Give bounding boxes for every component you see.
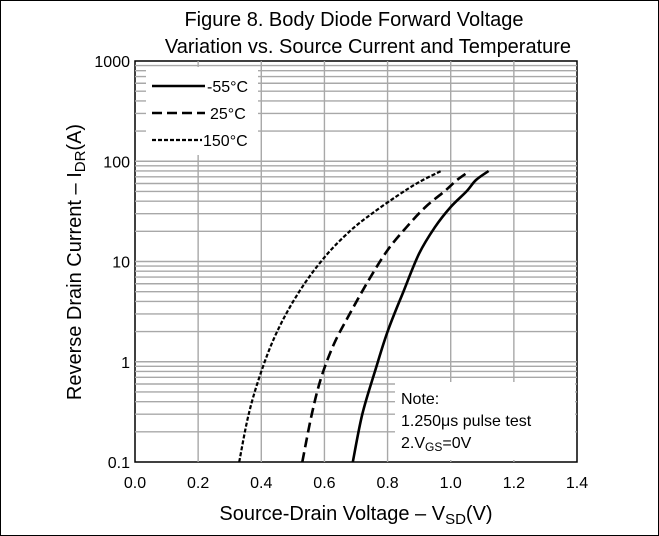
series-line-2 xyxy=(238,170,442,463)
x-axis-label-main: Source-Drain Voltage – V xyxy=(219,503,445,525)
legend: -55°C 25°C 150°C xyxy=(146,67,258,155)
y-axis-label-tail: (A) xyxy=(64,124,86,151)
x-tick-label: 1.0 xyxy=(440,475,462,492)
chart-title-line1: Figure 8. Body Diode Forward Voltage xyxy=(184,9,523,31)
note-background xyxy=(395,382,575,460)
x-tick-label: 0.6 xyxy=(313,475,335,492)
y-axis-label: Reverse Drain Current – IDR(A) xyxy=(64,124,89,400)
x-axis-label: Source-Drain Voltage – VSD(V) xyxy=(219,503,492,528)
chart-title-line2: Variation vs. Source Current and Tempera… xyxy=(165,36,571,58)
legend-label-minus55: -55°C xyxy=(207,79,248,96)
x-tick-label: 0.8 xyxy=(376,475,398,492)
legend-label-150: 150°C xyxy=(203,133,248,150)
x-tick-label: 0.4 xyxy=(250,475,272,492)
x-tick-label: 1.4 xyxy=(566,475,588,492)
note-line2-sub: GS xyxy=(425,440,442,454)
note-line2: 2.VGS=0V xyxy=(401,435,472,454)
legend-label-25: 25°C xyxy=(210,106,246,123)
x-tick-label: 1.2 xyxy=(503,475,525,492)
y-tick-label: 0.1 xyxy=(108,455,130,472)
x-axis-label-sub: SD xyxy=(445,511,466,528)
y-axis-label-sub: DR xyxy=(72,150,89,172)
y-tick-label: 1000 xyxy=(94,54,130,71)
y-tick-label: 100 xyxy=(103,154,130,171)
y-tick-label: 10 xyxy=(112,255,130,272)
series-line-0 xyxy=(351,169,490,463)
note-line2-tail: =0V xyxy=(442,435,471,452)
x-tick-label: 0.0 xyxy=(124,475,146,492)
x-tick-label: 0.2 xyxy=(187,475,209,492)
axis-ticks: 0.0 0.2 0.4 0.6 0.8 1.0 1.2 1.4 0.1 1 10 100 1000 xyxy=(94,54,588,492)
note-line1: 1.250μs pulse test xyxy=(401,413,532,430)
series-line-1 xyxy=(301,169,471,463)
note-line2-main: 2.V xyxy=(401,435,425,452)
note-title: Note: xyxy=(401,391,439,408)
y-axis-label-main: Reverse Drain Current – I xyxy=(64,172,86,400)
y-tick-label: 1 xyxy=(121,355,130,372)
data-curves xyxy=(238,169,490,463)
note-box: Note: 1.250μs pulse test 2.VGS=0V xyxy=(395,382,575,460)
x-axis-label-tail: (V) xyxy=(466,503,493,525)
